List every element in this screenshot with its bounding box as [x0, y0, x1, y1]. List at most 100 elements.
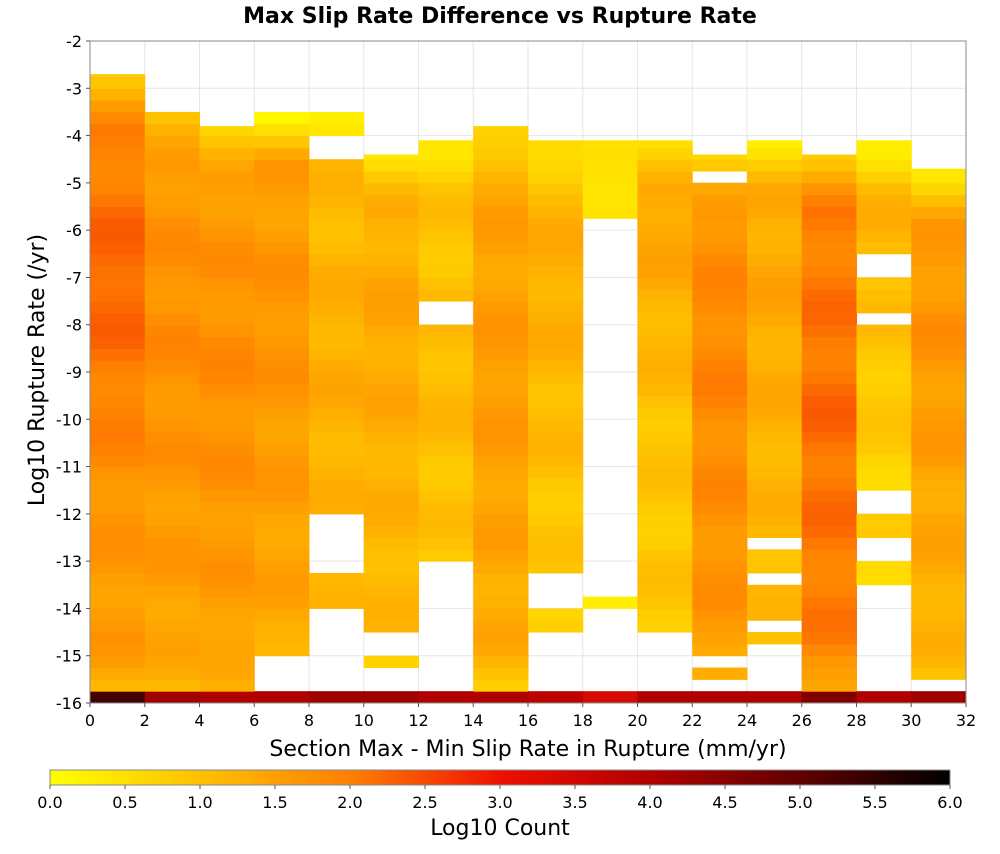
heatmap-cell: [254, 502, 310, 515]
heatmap-cell: [309, 301, 365, 314]
heatmap-cell: [199, 135, 255, 148]
colorbar-tick-label: 3.5: [562, 793, 587, 812]
heatmap-cell: [747, 584, 803, 598]
heatmap-cell: [90, 454, 146, 468]
heatmap-cell: [254, 135, 310, 148]
heatmap-cell: [199, 324, 255, 338]
heatmap-cell: [144, 679, 200, 692]
heatmap-cell: [199, 277, 255, 290]
heatmap-cell: [90, 301, 146, 314]
heatmap-cell: [801, 419, 857, 432]
colorbar-tick-label: 3.0: [487, 793, 512, 812]
heatmap-cell: [911, 372, 967, 385]
heatmap-cell: [144, 383, 200, 397]
heatmap-cell: [801, 584, 857, 598]
heatmap-cell: [473, 407, 529, 420]
heatmap-cell: [801, 632, 857, 645]
heatmap-cell: [254, 691, 310, 704]
heatmap-cell: [582, 596, 638, 609]
heatmap-cell: [418, 431, 474, 444]
heatmap-cell: [856, 182, 912, 196]
heatmap-cell: [801, 395, 857, 408]
heatmap-cell: [747, 140, 803, 148]
heatmap-cell: [254, 537, 310, 550]
heatmap-cell: [856, 572, 912, 586]
heatmap-cell: [637, 442, 693, 456]
heatmap-cell: [637, 241, 693, 255]
heatmap-cell: [528, 513, 584, 527]
heatmap-cell: [637, 407, 693, 420]
heatmap-cell: [199, 679, 255, 692]
heatmap-cell: [90, 348, 146, 361]
heatmap-cell: [856, 431, 912, 444]
heatmap-cell: [363, 478, 419, 491]
heatmap-cell: [528, 265, 584, 278]
heatmap-cell: [747, 431, 803, 444]
heatmap-cell: [90, 100, 146, 113]
heatmap-cell: [911, 301, 967, 314]
heatmap-cell: [582, 691, 638, 704]
heatmap-cell: [911, 168, 967, 172]
heatmap-cell: [199, 572, 255, 586]
heatmap-cell: [418, 265, 474, 278]
heatmap-cell: [254, 301, 310, 314]
heatmap-cell: [199, 289, 255, 302]
colorbar-tick-label: 4.5: [712, 793, 737, 812]
heatmap-cell: [363, 265, 419, 278]
heatmap-cell: [747, 478, 803, 491]
heatmap-cell: [911, 549, 967, 562]
heatmap-cell: [528, 171, 584, 184]
heatmap-cell: [309, 407, 365, 420]
heatmap-cell: [363, 154, 419, 160]
heatmap-cell: [363, 253, 419, 267]
heatmap-cell: [254, 513, 310, 527]
heatmap-cell: [692, 419, 748, 432]
heatmap-cell: [144, 348, 200, 361]
heatmap-cell: [473, 620, 529, 633]
heatmap-cell: [637, 360, 693, 373]
heatmap-cell: [418, 372, 474, 385]
heatmap-cell: [473, 608, 529, 621]
heatmap-cell: [692, 513, 748, 527]
heatmap-cell: [199, 513, 255, 527]
heatmap-cell: [473, 502, 529, 515]
x-tick-label: 14: [463, 711, 483, 730]
heatmap-cell: [418, 513, 474, 527]
heatmap-cell: [528, 537, 584, 550]
heatmap-cell: [801, 206, 857, 219]
heatmap-cell: [144, 490, 200, 503]
heatmap-cell: [473, 159, 529, 172]
heatmap-cell: [637, 383, 693, 397]
heatmap-cell: [199, 383, 255, 397]
heatmap-cell: [637, 454, 693, 468]
heatmap-cell: [309, 572, 365, 586]
heatmap-cell: [528, 360, 584, 373]
x-tick-label: 20: [627, 711, 647, 730]
heatmap-cell: [90, 466, 146, 479]
heatmap-cell: [528, 561, 584, 574]
heatmap-cell: [801, 277, 857, 290]
heatmap-cell: [144, 502, 200, 515]
heatmap-cell: [90, 395, 146, 408]
heatmap-cell: [856, 395, 912, 408]
heatmap-cell: [254, 383, 310, 397]
heatmap-cell: [692, 502, 748, 515]
heatmap-cell: [90, 289, 146, 302]
heatmap-cell: [254, 632, 310, 645]
heatmap-cell: [363, 159, 419, 172]
heatmap-cell: [473, 218, 529, 231]
heatmap-cell: [199, 466, 255, 479]
y-tick-label: -8: [66, 316, 82, 335]
heatmap-cell: [801, 253, 857, 267]
heatmap-cell: [747, 442, 803, 456]
heatmap-cell: [692, 549, 748, 562]
heatmap-cell: [309, 123, 365, 137]
heatmap-cell: [309, 431, 365, 444]
heatmap-cell: [90, 632, 146, 645]
heatmap-cell: [363, 466, 419, 479]
heatmap-cell: [528, 147, 584, 160]
heatmap-cell: [473, 206, 529, 219]
heatmap-cell: [911, 336, 967, 349]
heatmap-cell: [528, 549, 584, 562]
heatmap-cell: [418, 140, 474, 148]
